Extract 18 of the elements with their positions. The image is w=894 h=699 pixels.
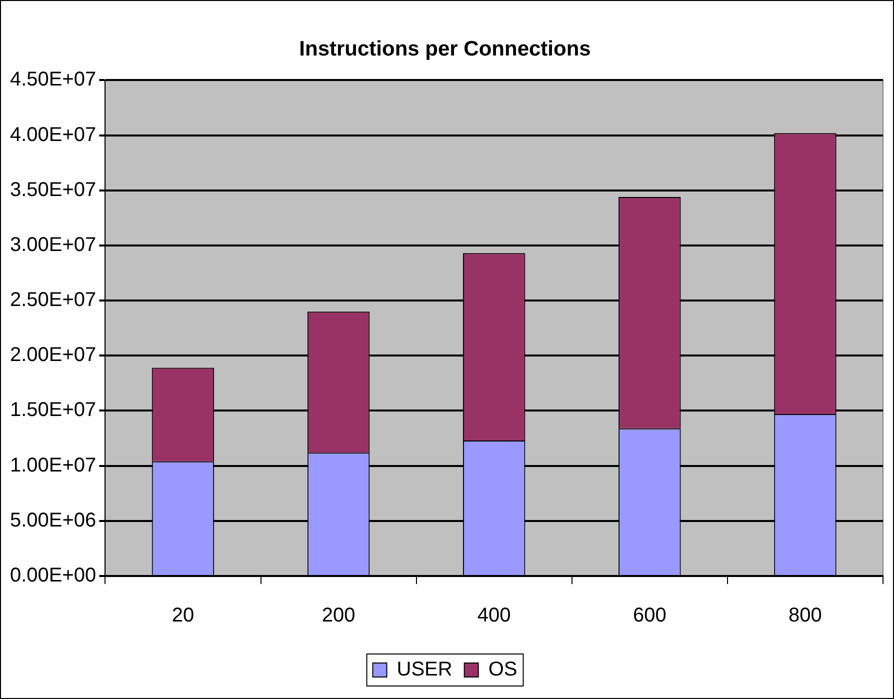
x-tick-label: 200 <box>322 604 356 627</box>
chart-title: Instructions per Connections <box>299 37 591 60</box>
y-tick-label: 5.00E+06 <box>10 509 96 532</box>
y-tick-label: 2.50E+07 <box>10 289 96 312</box>
x-tick-label: 800 <box>788 604 822 627</box>
x-tick-label: 600 <box>632 604 666 627</box>
x-tick-label: 400 <box>477 604 511 627</box>
y-tick-label: 3.00E+07 <box>10 234 96 256</box>
y-tick-label: 2.00E+07 <box>10 344 96 366</box>
y-tick-label: 1.50E+07 <box>10 399 96 422</box>
legend-label: OS <box>488 658 518 681</box>
x-tick-label: 20 <box>172 604 194 627</box>
legend-label: USER <box>396 658 452 681</box>
y-tick-label: 4.00E+07 <box>10 124 96 146</box>
y-tick-label: 1.00E+07 <box>10 454 96 476</box>
y-tick-label: 4.50E+07 <box>10 68 96 91</box>
y-tick-label: 0.00E+00 <box>10 564 96 587</box>
y-tick-label: 3.50E+07 <box>10 178 96 201</box>
